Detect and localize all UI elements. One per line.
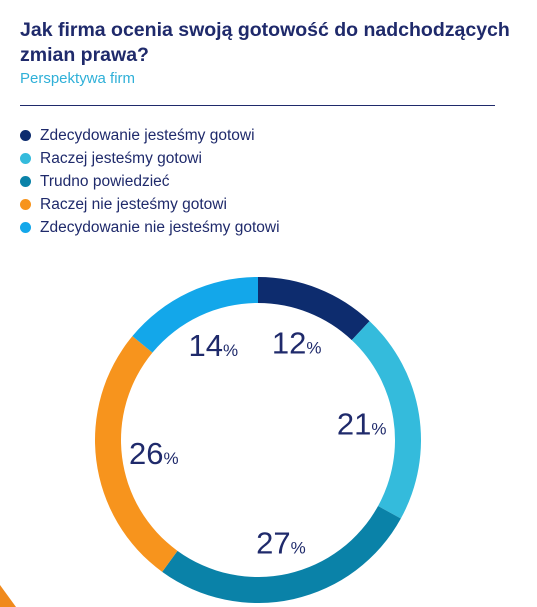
legend-item: Zdecydowanie jesteśmy gotowi — [20, 124, 280, 147]
data-label-value: 27 — [256, 525, 290, 560]
divider — [20, 105, 495, 106]
data-label: 27% — [256, 525, 306, 560]
corner-accent — [0, 585, 16, 607]
chart-subtitle: Perspektywa firm — [20, 70, 136, 87]
legend-label: Zdecydowanie jesteśmy gotowi — [40, 126, 255, 144]
legend-item: Trudno powiedzieć — [20, 170, 280, 193]
legend-label: Raczej nie jesteśmy gotowi — [40, 195, 227, 213]
data-label: 14% — [188, 328, 238, 363]
data-label-unit: % — [306, 338, 321, 357]
donut-slice — [94, 336, 178, 572]
legend-swatch — [20, 222, 31, 233]
data-label-value: 26 — [129, 436, 163, 471]
legend-label: Raczej jesteśmy gotowi — [40, 149, 202, 167]
legend-item: Zdecydowanie nie jesteśmy gotowi — [20, 216, 280, 239]
legend-item: Raczej jesteśmy gotowi — [20, 147, 280, 170]
chart-title: Jak firma ocenia swoją gotowość do nadch… — [20, 19, 510, 66]
data-label: 21% — [337, 407, 387, 442]
data-label-value: 21 — [337, 407, 371, 442]
legend-swatch — [20, 153, 31, 164]
donut-slice — [162, 506, 401, 603]
data-label: 26% — [129, 436, 179, 471]
legend-label: Trudno powiedzieć — [40, 172, 170, 190]
legend-swatch — [20, 130, 31, 141]
legend-swatch — [20, 176, 31, 187]
data-label-value: 12 — [272, 325, 306, 360]
legend-swatch — [20, 199, 31, 210]
donut-slice — [258, 277, 370, 341]
data-label-unit: % — [371, 420, 386, 439]
donut-slice — [132, 277, 258, 353]
data-label-unit: % — [223, 341, 238, 360]
data-label-unit: % — [291, 538, 306, 557]
legend-label: Zdecydowanie nie jesteśmy gotowi — [40, 218, 280, 236]
chart-legend: Zdecydowanie jesteśmy gotowi Raczej jest… — [20, 124, 280, 239]
data-label: 12% — [272, 325, 322, 360]
data-label-value: 14 — [188, 328, 222, 363]
legend-item: Raczej nie jesteśmy gotowi — [20, 193, 280, 216]
data-label-unit: % — [164, 449, 179, 468]
donut-slice — [351, 321, 422, 519]
